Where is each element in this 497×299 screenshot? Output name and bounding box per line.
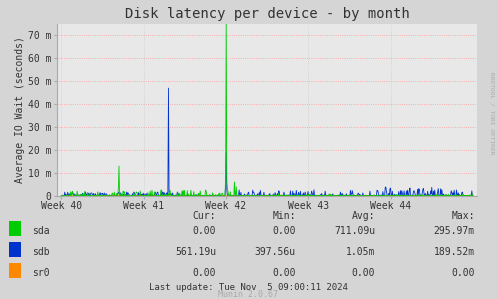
Y-axis label: Average IO Wait (seconds): Average IO Wait (seconds) <box>15 36 25 183</box>
Text: Cur:: Cur: <box>193 211 216 221</box>
Text: Max:: Max: <box>451 211 475 221</box>
Text: Avg:: Avg: <box>352 211 375 221</box>
Text: 0.00: 0.00 <box>272 226 296 236</box>
Text: Min:: Min: <box>272 211 296 221</box>
Title: Disk latency per device - by month: Disk latency per device - by month <box>125 7 410 21</box>
Text: RRDTOOL / TOBI OETIKER: RRDTOOL / TOBI OETIKER <box>490 72 495 155</box>
Text: sdb: sdb <box>32 247 50 257</box>
Text: 397.56u: 397.56u <box>254 247 296 257</box>
Text: 189.52m: 189.52m <box>433 247 475 257</box>
Text: Munin 2.0.67: Munin 2.0.67 <box>219 290 278 299</box>
Text: 0.00: 0.00 <box>272 268 296 278</box>
Text: 711.09u: 711.09u <box>334 226 375 236</box>
Text: 0.00: 0.00 <box>193 226 216 236</box>
Text: 1.05m: 1.05m <box>346 247 375 257</box>
Text: 561.19u: 561.19u <box>175 247 216 257</box>
Text: 0.00: 0.00 <box>352 268 375 278</box>
Text: 295.97m: 295.97m <box>433 226 475 236</box>
Text: Last update: Tue Nov  5 09:00:11 2024: Last update: Tue Nov 5 09:00:11 2024 <box>149 283 348 292</box>
Text: sda: sda <box>32 226 50 236</box>
Text: sr0: sr0 <box>32 268 50 278</box>
Text: 0.00: 0.00 <box>193 268 216 278</box>
Text: 0.00: 0.00 <box>451 268 475 278</box>
